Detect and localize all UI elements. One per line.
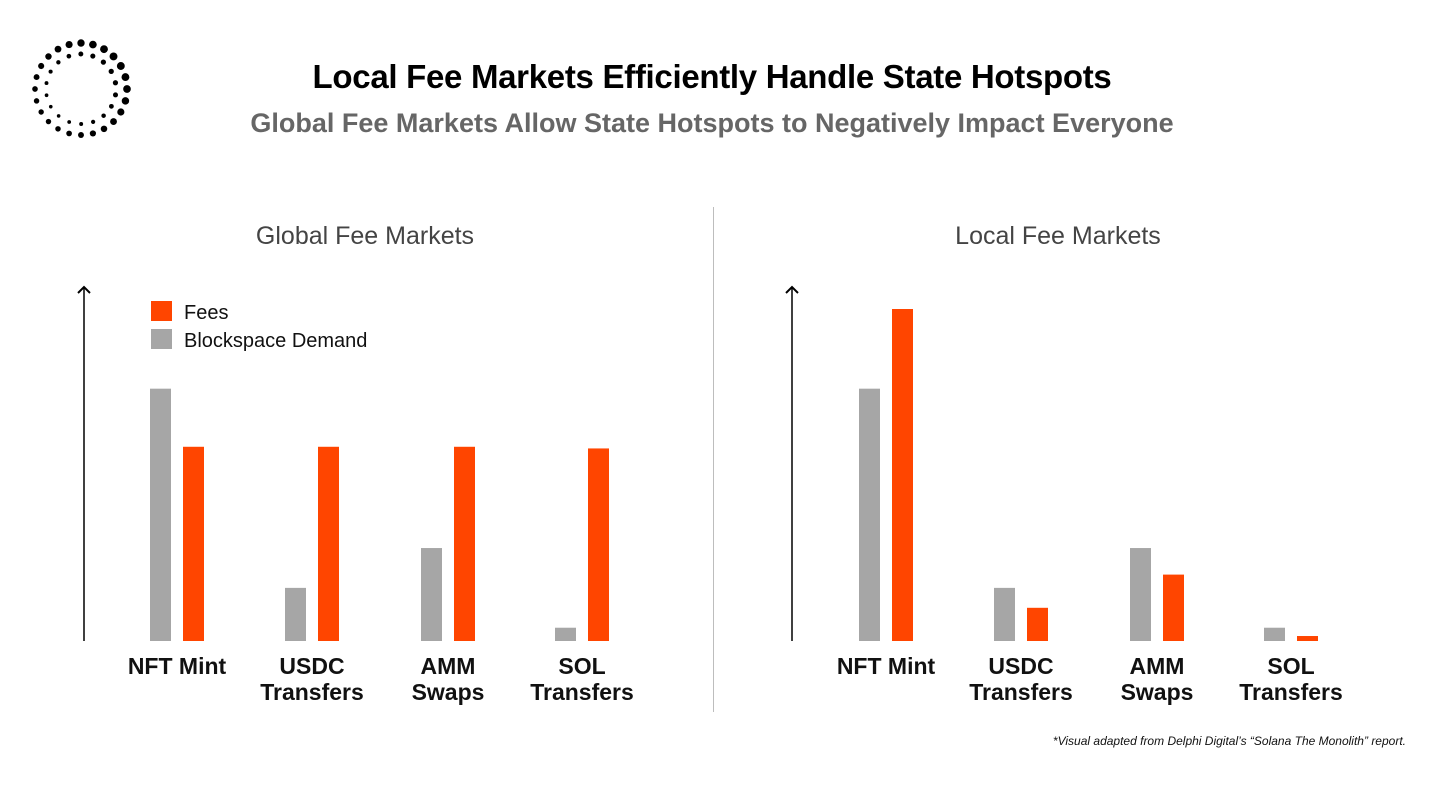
bar-demand-global-usdc-transfers xyxy=(285,587,306,641)
bar-demand-global-sol-transfers xyxy=(555,627,576,641)
category-label-local-amm-swaps: AMM Swaps xyxy=(1121,653,1194,705)
category-label-local-nft-mint: NFT Mint xyxy=(837,653,936,679)
legend-label-blockspace-demand: Blockspace Demand xyxy=(184,330,367,352)
bar-fees-local-usdc-transfers xyxy=(1027,607,1048,641)
chart-title-global: Global Fee Markets xyxy=(255,222,475,250)
page-title: Local Fee Markets Efficiently Handle Sta… xyxy=(312,58,1112,95)
category-label-local-usdc-transfers: USDC Transfers xyxy=(969,653,1073,705)
bar-fees-global-amm-swaps xyxy=(454,446,475,641)
legend-swatch-fees xyxy=(151,301,172,321)
bar-fees-global-usdc-transfers xyxy=(318,446,339,641)
legend-label-fees: Fees xyxy=(184,302,228,324)
bar-demand-global-amm-swaps xyxy=(421,548,442,641)
category-label-local-sol-transfers: SOL Transfers xyxy=(1239,653,1343,705)
dotted-ring-icon xyxy=(32,39,131,138)
bar-demand-local-amm-swaps xyxy=(1130,548,1151,641)
bar-demand-local-usdc-transfers xyxy=(994,587,1015,641)
category-label-global-usdc-transfers: USDC Transfers xyxy=(260,653,364,705)
bar-fees-local-sol-transfers xyxy=(1297,636,1318,641)
bar-demand-local-sol-transfers xyxy=(1264,627,1285,641)
panel-divider xyxy=(713,207,714,712)
category-label-global-sol-transfers: SOL Transfers xyxy=(530,653,634,705)
category-label-global-nft-mint: NFT Mint xyxy=(128,653,227,679)
bar-demand-global-nft-mint xyxy=(150,388,171,641)
page-subtitle: Global Fee Markets Allow State Hotspots … xyxy=(250,108,1174,138)
chart-title-local: Local Fee Markets xyxy=(955,222,1161,250)
bar-fees-global-sol-transfers xyxy=(588,448,609,641)
bar-demand-local-nft-mint xyxy=(859,388,880,641)
bar-fees-local-amm-swaps xyxy=(1163,574,1184,641)
bar-fees-global-nft-mint xyxy=(183,446,204,641)
category-label-global-amm-swaps: AMM Swaps xyxy=(412,653,485,705)
legend-swatch-blockspace-demand xyxy=(151,329,172,349)
source-footnote: *Visual adapted from Delphi Digital’s “S… xyxy=(1052,734,1406,748)
bar-fees-local-nft-mint xyxy=(892,309,913,641)
